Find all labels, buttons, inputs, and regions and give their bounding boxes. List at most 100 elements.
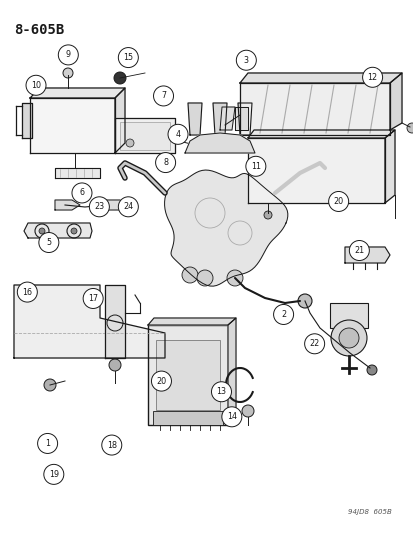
Circle shape [349, 240, 368, 261]
Polygon shape [14, 285, 165, 358]
Text: 7: 7 [161, 92, 166, 100]
FancyBboxPatch shape [153, 411, 223, 425]
Text: 1: 1 [45, 439, 50, 448]
Circle shape [182, 267, 197, 283]
Text: 10: 10 [31, 81, 41, 90]
Text: 18: 18 [107, 441, 116, 449]
Polygon shape [240, 83, 389, 135]
Polygon shape [247, 130, 394, 138]
Circle shape [39, 232, 59, 253]
Text: 19: 19 [49, 470, 59, 479]
Polygon shape [240, 73, 401, 83]
Text: 13: 13 [216, 387, 226, 396]
Circle shape [118, 197, 138, 217]
Circle shape [155, 152, 175, 173]
Polygon shape [219, 107, 235, 130]
Text: 94JD8  605B: 94JD8 605B [347, 509, 391, 515]
Polygon shape [344, 247, 389, 263]
Circle shape [304, 334, 324, 354]
FancyBboxPatch shape [156, 340, 219, 410]
Text: 3: 3 [243, 56, 248, 64]
Circle shape [168, 124, 188, 144]
FancyBboxPatch shape [147, 325, 228, 425]
Polygon shape [188, 103, 202, 135]
Circle shape [102, 435, 121, 455]
Text: 5: 5 [46, 238, 51, 247]
Text: 17: 17 [88, 294, 98, 303]
Polygon shape [237, 103, 252, 135]
Circle shape [58, 45, 78, 65]
Polygon shape [105, 285, 125, 358]
Circle shape [153, 86, 173, 106]
Polygon shape [164, 170, 287, 286]
Text: 12: 12 [367, 73, 377, 82]
Circle shape [17, 282, 37, 302]
Text: 20: 20 [156, 377, 166, 385]
Circle shape [151, 371, 171, 391]
Circle shape [236, 50, 256, 70]
Polygon shape [30, 88, 125, 98]
Polygon shape [212, 103, 226, 135]
Text: 6: 6 [79, 189, 84, 197]
Text: 15: 15 [123, 53, 133, 62]
Text: 16: 16 [22, 288, 32, 296]
Circle shape [26, 75, 46, 95]
Polygon shape [55, 200, 80, 210]
Polygon shape [24, 223, 92, 238]
Circle shape [330, 320, 366, 356]
Text: 8: 8 [163, 158, 168, 167]
Polygon shape [30, 98, 115, 153]
Circle shape [72, 183, 92, 203]
Circle shape [83, 288, 103, 309]
Circle shape [221, 407, 241, 427]
Circle shape [118, 47, 138, 68]
Polygon shape [389, 73, 401, 130]
Circle shape [39, 228, 45, 234]
Text: 24: 24 [123, 203, 133, 211]
Polygon shape [384, 130, 394, 203]
Circle shape [338, 328, 358, 348]
Circle shape [362, 67, 382, 87]
Circle shape [328, 191, 348, 212]
Text: 22: 22 [309, 340, 319, 348]
Polygon shape [55, 168, 100, 178]
Circle shape [242, 405, 254, 417]
Polygon shape [22, 103, 32, 138]
Circle shape [126, 139, 134, 147]
Text: 8-605B: 8-605B [14, 23, 64, 37]
Circle shape [406, 123, 413, 133]
FancyBboxPatch shape [120, 122, 170, 150]
Circle shape [366, 365, 376, 375]
Circle shape [109, 359, 121, 371]
Circle shape [245, 156, 265, 176]
Circle shape [89, 197, 109, 217]
Text: 11: 11 [250, 162, 260, 171]
Text: 4: 4 [175, 130, 180, 139]
Text: 9: 9 [66, 51, 71, 59]
Circle shape [226, 270, 242, 286]
Circle shape [44, 464, 64, 484]
Circle shape [44, 379, 56, 391]
Circle shape [38, 433, 57, 454]
Circle shape [297, 294, 311, 308]
Text: 23: 23 [94, 203, 104, 211]
Circle shape [71, 228, 77, 234]
Polygon shape [247, 138, 384, 203]
Circle shape [63, 68, 73, 78]
Polygon shape [228, 318, 235, 425]
Polygon shape [105, 200, 128, 210]
Text: 14: 14 [226, 413, 236, 421]
Circle shape [197, 270, 212, 286]
Polygon shape [115, 118, 175, 153]
Polygon shape [115, 88, 125, 153]
Text: 20: 20 [333, 197, 343, 206]
Text: 2: 2 [280, 310, 285, 319]
Circle shape [273, 304, 293, 325]
Circle shape [263, 211, 271, 219]
Polygon shape [235, 107, 247, 130]
Polygon shape [147, 318, 235, 325]
Polygon shape [185, 133, 254, 153]
Text: 21: 21 [354, 246, 363, 255]
Circle shape [211, 382, 231, 402]
Circle shape [114, 72, 126, 84]
